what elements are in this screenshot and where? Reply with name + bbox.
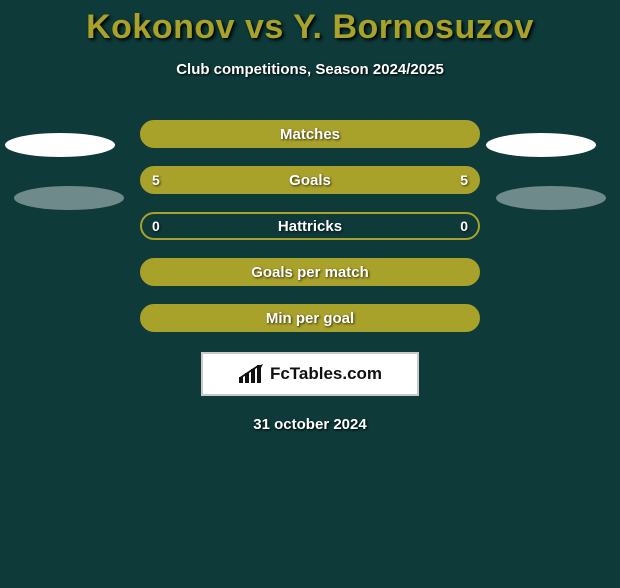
stat-value-right: 5: [460, 172, 468, 188]
decorative-ellipse: [486, 133, 596, 157]
stat-value-right: 0: [460, 218, 468, 234]
stat-value-left: 5: [152, 172, 160, 188]
badge-text: FcTables.com: [270, 364, 382, 384]
stat-row: Goals per match: [140, 258, 480, 286]
stat-label: Min per goal: [266, 310, 354, 327]
stat-row: Hattricks 0 0: [140, 212, 480, 240]
subtitle: Club competitions, Season 2024/2025: [0, 61, 620, 78]
stat-label: Goals per match: [251, 264, 369, 281]
stat-value-left: 0: [152, 218, 160, 234]
bar-chart-icon: [238, 364, 264, 384]
stat-row: Goals 5 5: [140, 166, 480, 194]
fctables-badge: FcTables.com: [201, 352, 419, 396]
stat-label: Matches: [280, 126, 340, 143]
date-label: 31 october 2024: [0, 416, 620, 433]
stat-label: Hattricks: [278, 218, 342, 235]
decorative-ellipse: [5, 133, 115, 157]
decorative-ellipse: [496, 186, 606, 210]
decorative-ellipse: [14, 186, 124, 210]
stat-row: Min per goal: [140, 304, 480, 332]
stat-row: Matches: [140, 120, 480, 148]
stat-label: Goals: [289, 172, 331, 189]
page-title: Kokonov vs Y. Bornosuzov: [0, 8, 620, 47]
